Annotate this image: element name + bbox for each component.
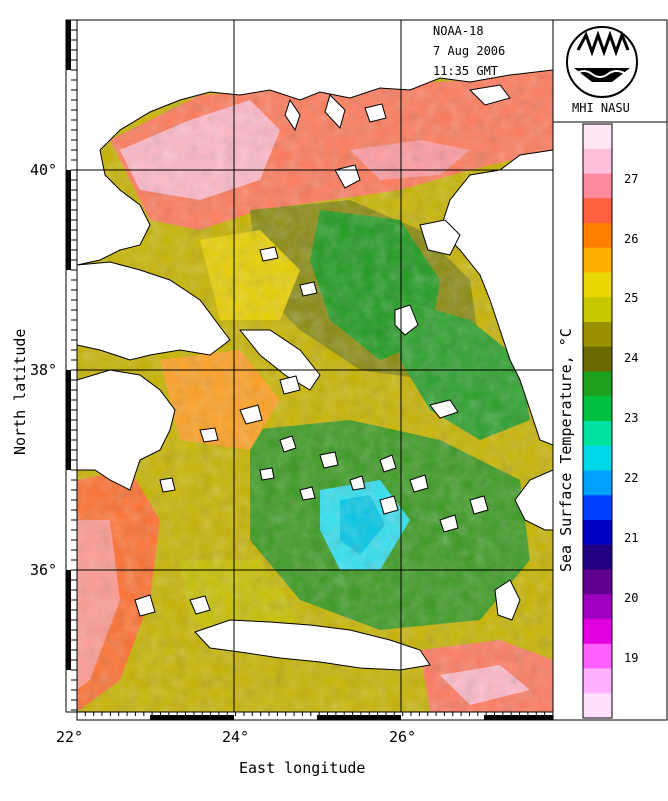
y-tick-36: 36° (30, 561, 58, 579)
colorbar-swatch (583, 173, 612, 199)
land-masses (77, 20, 553, 671)
colorbar-tick-label: 26 (624, 232, 639, 246)
colorbar-tick-label: 19 (624, 651, 639, 665)
y-tick-38: 38° (30, 361, 58, 379)
colorbar-swatch (583, 198, 612, 224)
colorbar-swatch (583, 148, 612, 175)
colorbar-swatch (583, 124, 612, 150)
colorbar-tick-label: 22 (624, 471, 639, 485)
sst-map (77, 20, 553, 712)
colorbar-tick-label: 21 (624, 531, 639, 545)
acquisition-date: 7 Aug 2006 (433, 44, 506, 58)
y-axis-title: North latitude (11, 328, 29, 455)
colorbar-swatch (583, 396, 612, 422)
colorbar-swatch (583, 544, 612, 571)
colorbar-swatch (583, 569, 612, 595)
colorbar-swatch (583, 520, 612, 546)
colorbar-swatch (583, 247, 612, 274)
colorbar-title: Sea Surface Temperature, °C (557, 328, 575, 572)
x-axis-title: East longitude (239, 759, 366, 777)
colorbar (552, 121, 668, 721)
colorbar-tick-label: 27 (624, 172, 639, 186)
colorbar-swatch (583, 693, 612, 719)
colorbar-swatch (583, 668, 612, 694)
x-tick-24: 24° (222, 728, 250, 746)
colorbar-swatch (583, 322, 612, 348)
x-tick-26: 26° (389, 728, 417, 746)
colorbar-swatch (583, 619, 612, 645)
colorbar-swatch (583, 297, 612, 323)
y-tick-40: 40° (30, 161, 58, 179)
colorbar-swatch (583, 421, 612, 447)
colorbar-swatch (583, 643, 612, 670)
colorbar-swatch (583, 371, 612, 397)
colorbar-swatch (583, 470, 612, 496)
longitude-minor-ticks (76, 712, 554, 716)
mhi-logo-icon (566, 26, 638, 98)
satellite-name: NOAA-18 (433, 24, 484, 38)
logo-panel (552, 19, 668, 123)
colorbar-tick-label: 23 (624, 411, 639, 425)
colorbar-swatches (583, 124, 612, 719)
longitude-scale-bar (76, 711, 554, 721)
colorbar-tick-label: 24 (624, 351, 639, 365)
colorbar-swatch (583, 272, 612, 298)
colorbar-swatch (583, 445, 612, 472)
colorbar-swatch (583, 223, 612, 249)
colorbar-tick-label: 20 (624, 591, 639, 605)
colorbar-swatch (583, 495, 612, 521)
colorbar-swatch (583, 594, 612, 620)
x-tick-22: 22° (56, 728, 84, 746)
logo-caption: MHI NASU (572, 101, 630, 115)
acquisition-time: 11:35 GMT (433, 64, 499, 78)
latitude-scale-bar (65, 19, 78, 713)
colorbar-tick-label: 25 (624, 291, 639, 305)
latitude-minor-ticks (71, 19, 77, 711)
colorbar-swatch (583, 346, 612, 373)
